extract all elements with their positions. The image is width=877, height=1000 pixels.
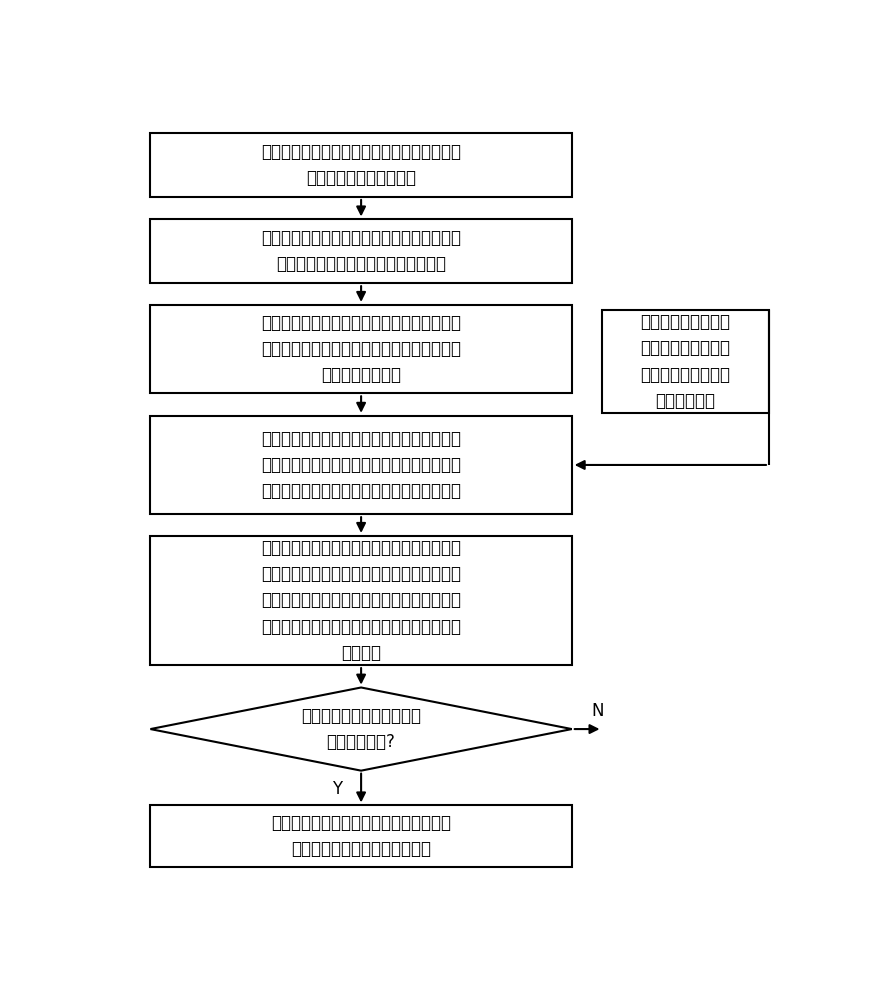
Text: 在人工气候室内产生指定浓度的云雾和灰霾，
使云雾和灰霾混合形成稳定的雾霾环境: 在人工气候室内产生指定浓度的云雾和灰霾， 使云雾和灰霾混合形成稳定的雾霾环境 [261, 229, 461, 273]
Text: 测量人工气候室内的雾霾环境参数，从所有雾
霾环境参数中选择一项雾霾环境参数作为当前
可变雾霾环境参数: 测量人工气候室内的雾霾环境参数，从所有雾 霾环境参数中选择一项雾霾环境参数作为当… [261, 314, 461, 384]
Text: 已经得到所有雾霾环境参数
的关系表达式?: 已经得到所有雾霾环境参数 的关系表达式? [301, 707, 421, 751]
Text: 将得到的所有雾霭环境参数的关系表达式
作为闪络放电特性试验结果输出: 将得到的所有雾霭环境参数的关系表达式 作为闪络放电特性试验结果输出 [271, 814, 451, 858]
Text: N: N [592, 702, 604, 720]
Text: Y: Y [332, 780, 342, 798]
Text: 在人工气候室内布置模拟雾霾环境装置和搭建
绝缘子闪络放电试验平台: 在人工气候室内布置模拟雾霾环境装置和搭建 绝缘子闪络放电试验平台 [261, 143, 461, 187]
FancyBboxPatch shape [151, 536, 572, 665]
Text: 从所有雾霭环境参数
中选择下一项雾霭环
境参数作为当前可变
雾霭环境参数: 从所有雾霭环境参数 中选择下一项雾霭环 境参数作为当前可变 雾霭环境参数 [641, 313, 731, 410]
FancyBboxPatch shape [151, 805, 572, 867]
FancyBboxPatch shape [602, 310, 769, 413]
Polygon shape [151, 687, 572, 771]
FancyBboxPatch shape [151, 305, 572, 393]
Text: 在保持除当前可变雾霾环境参数以外的其他雾
霾环境参数为固定值的前提下，控制人工气候
室内的当前可变雾霾环境参数为多个不同取值: 在保持除当前可变雾霾环境参数以外的其他雾 霾环境参数为固定值的前提下，控制人工气… [261, 430, 461, 500]
FancyBboxPatch shape [151, 133, 572, 197]
FancyBboxPatch shape [151, 219, 572, 283]
FancyBboxPatch shape [151, 416, 572, 514]
Text: 针对每一种取值对被试验绝缘子进行闪络放电
试验，将当前可变雾霾环境参数的多个不同取
值及其对应的闪络放电电压进行数据拟合，得
到闪络放电电压和当前可变雾霾环境参: 针对每一种取值对被试验绝缘子进行闪络放电 试验，将当前可变雾霾环境参数的多个不同… [261, 539, 461, 662]
